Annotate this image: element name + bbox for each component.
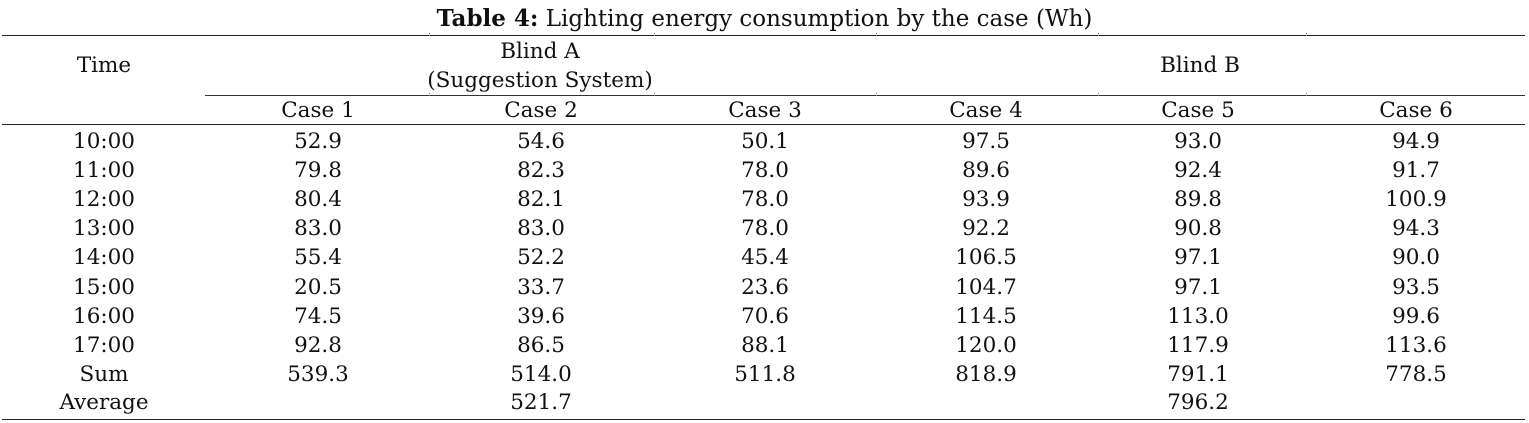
table-cell-case-3: 78.0 [741, 187, 789, 213]
table-cell-case-4: 93.9 [962, 187, 1010, 213]
row-time-cell: 12:00 [73, 187, 135, 213]
column-tick [654, 93, 655, 96]
table-caption-label: Table 4: [436, 5, 539, 32]
column-tick [1098, 93, 1099, 96]
row-time-cell: 14:00 [73, 245, 135, 271]
row-time-cell: 13:00 [73, 216, 135, 242]
table-cell-case-3: 78.0 [741, 216, 789, 242]
table-cell-case-5: 97.1 [1174, 245, 1222, 271]
table-cell-case-3: 88.1 [741, 332, 789, 358]
column-tick [876, 93, 877, 96]
average-label: Average [59, 390, 149, 415]
table-cell-case-4: 106.5 [955, 245, 1017, 271]
table-cell-case-2: 54.6 [517, 129, 565, 154]
table-cell-case-3: 50.1 [741, 129, 789, 154]
table-cell-case-2: 52.2 [517, 245, 565, 271]
table-cell-case-1: 80.4 [294, 187, 342, 213]
column-tick [1306, 93, 1307, 96]
table-cell-case-2: 39.6 [517, 303, 565, 329]
column-tick [1098, 33, 1099, 36]
row-time-cell: 10:00 [73, 129, 135, 154]
table-cell-case-6: 100.9 [1385, 187, 1447, 213]
table-cell-case-4: 104.7 [955, 274, 1017, 300]
table-cell-case-6: 91.7 [1392, 158, 1440, 184]
table-cell-case-5: 90.8 [1174, 216, 1222, 242]
header-blind-a-subtitle: (Suggestion System) [427, 68, 653, 93]
column-tick [429, 93, 430, 96]
table-caption: Table 4: Lighting energy consumption by … [0, 4, 1529, 34]
table-cell-case-1: 79.8 [294, 158, 342, 184]
table-cell-case-1: 83.0 [294, 216, 342, 242]
table-cell-case-2: 514.0 [510, 361, 572, 387]
table-cell-case-2: 82.3 [517, 158, 565, 184]
average-blind-b: 796.2 [1167, 390, 1229, 415]
table-cell-case-5: 113.0 [1167, 303, 1229, 329]
table-cell-case-6: 99.6 [1392, 303, 1440, 329]
header-case-5: Case 5 [1161, 98, 1235, 123]
table-cell-case-3: 78.0 [741, 158, 789, 184]
table-cell-case-6: 778.5 [1385, 361, 1447, 387]
table-cell-case-2: 86.5 [517, 332, 565, 358]
table-cell-case-2: 82.1 [517, 187, 565, 213]
row-time-cell: 15:00 [73, 274, 135, 300]
header-case-6: Case 6 [1379, 98, 1453, 123]
table-cell-case-1: 52.9 [294, 129, 342, 154]
table-cell-case-3: 511.8 [734, 361, 796, 387]
table-cell-case-2: 33.7 [517, 274, 565, 300]
table-cell-case-5: 117.9 [1167, 332, 1229, 358]
header-case-2: Case 2 [504, 98, 578, 123]
table-cell-case-3: 45.4 [741, 245, 789, 271]
table-cell-case-5: 89.8 [1174, 187, 1222, 213]
table-cell-case-4: 89.6 [962, 158, 1010, 184]
header-case-1: Case 1 [281, 98, 355, 123]
row-time-cell: 16:00 [73, 303, 135, 329]
header-blind-a: Blind A [500, 39, 580, 64]
table-cell-case-1: 92.8 [294, 332, 342, 358]
header-bottom-rule [2, 124, 1525, 125]
table-cell-case-1: 55.4 [294, 245, 342, 271]
average-blind-a: 521.7 [510, 390, 572, 415]
header-case-4: Case 4 [949, 98, 1023, 123]
table-cell-case-2: 83.0 [517, 216, 565, 242]
column-tick [654, 33, 655, 36]
table-caption-text: Lighting energy consumption by the case … [538, 6, 1093, 32]
row-time-cell: 11:00 [73, 158, 135, 184]
table-cell-case-4: 97.5 [962, 129, 1010, 154]
table-top-rule [2, 35, 1525, 36]
table-cell-case-5: 93.0 [1174, 129, 1222, 154]
header-case-3: Case 3 [728, 98, 802, 123]
table-cell-case-5: 791.1 [1167, 361, 1229, 387]
table-cell-case-1: 20.5 [294, 274, 342, 300]
table-cell-case-6: 90.0 [1392, 245, 1440, 271]
table-cell-case-3: 23.6 [741, 274, 789, 300]
column-tick [1306, 33, 1307, 36]
table-cell-case-6: 93.5 [1392, 274, 1440, 300]
table-cell-case-4: 120.0 [955, 332, 1017, 358]
table-cell-case-5: 92.4 [1174, 158, 1222, 184]
table-cell-case-6: 94.9 [1392, 129, 1440, 154]
column-tick [876, 33, 877, 36]
table-cell-case-4: 92.2 [962, 216, 1010, 242]
table-cell-case-1: 539.3 [287, 361, 349, 387]
table-cell-case-4: 818.9 [955, 361, 1017, 387]
table-cell-case-6: 94.3 [1392, 216, 1440, 242]
group-header-rule [205, 95, 1525, 96]
table-bottom-rule [2, 419, 1525, 420]
row-time-cell: 17:00 [73, 332, 135, 358]
table-cell-case-3: 70.6 [741, 303, 789, 329]
header-time: Time [76, 53, 132, 78]
table-cell-case-6: 113.6 [1385, 332, 1447, 358]
row-time-cell: Sum [79, 361, 129, 387]
table-cell-case-5: 97.1 [1174, 274, 1222, 300]
table-cell-case-1: 74.5 [294, 303, 342, 329]
header-blind-b: Blind B [1160, 53, 1240, 78]
column-tick [429, 33, 430, 36]
table-cell-case-4: 114.5 [955, 303, 1017, 329]
